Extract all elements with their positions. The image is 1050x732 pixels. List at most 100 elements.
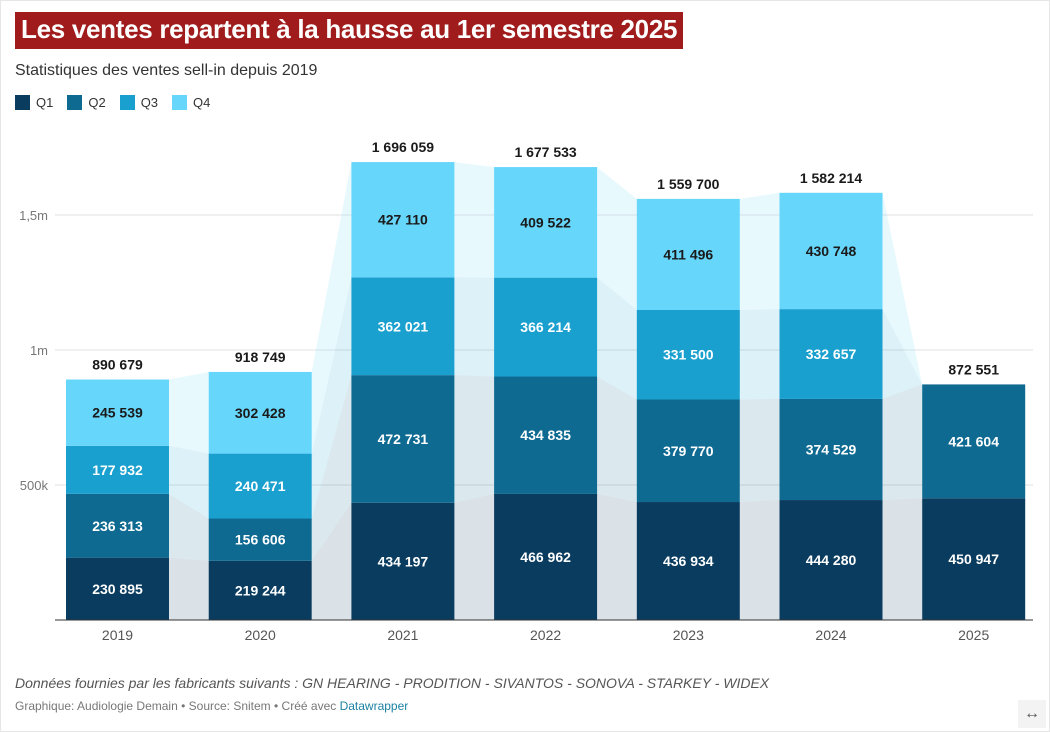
- connector-band: [882, 498, 923, 620]
- bar-segment: [351, 502, 455, 620]
- bar-segment: [208, 453, 312, 519]
- bar-segment: [494, 167, 598, 278]
- bar-segment: [636, 399, 740, 503]
- connector-band: [454, 162, 495, 278]
- legend-swatch-q1: [15, 95, 30, 110]
- datawrapper-link[interactable]: Datawrapper: [339, 699, 409, 713]
- bar-value-label: 430 748: [806, 243, 857, 259]
- legend-item-q2: Q2: [67, 95, 106, 110]
- bar-segment: [208, 371, 312, 454]
- bar-segment: [779, 398, 883, 501]
- connector-band: [169, 493, 209, 561]
- legend-label-q1: Q1: [36, 95, 54, 110]
- bar-segment: [636, 502, 740, 620]
- bar-segment: [66, 557, 169, 620]
- bar-segment: [351, 162, 455, 278]
- y-tick-label: 1m: [30, 343, 48, 358]
- connector-band: [597, 277, 637, 400]
- y-tick-label: 1,5m: [19, 208, 48, 223]
- bar-value-label: 302 428: [235, 405, 286, 421]
- bar-value-label: 332 657: [806, 346, 857, 362]
- bar-value-label: 219 244: [235, 582, 286, 598]
- connector-band: [169, 557, 209, 620]
- x-tick-label: 2025: [958, 627, 989, 643]
- connector-band: [311, 375, 352, 561]
- bar-segment: [779, 309, 883, 399]
- legend-swatch-q3: [119, 95, 135, 110]
- bar-value-label: 374 529: [806, 441, 857, 457]
- bar-segment: [66, 445, 169, 494]
- x-tick-label: 2023: [673, 627, 704, 643]
- legend: Q1 Q2 Q3 Q4: [15, 95, 210, 110]
- bar-segment: [351, 375, 455, 503]
- bar-value-label: 245 539: [92, 405, 143, 421]
- bar-segment: [779, 500, 883, 620]
- connector-band: [739, 398, 780, 503]
- expand-icon[interactable]: ↔: [1018, 700, 1046, 728]
- bar-segment: [494, 277, 598, 377]
- bar-value-label: 444 280: [806, 552, 857, 568]
- bar-value-label: 411 496: [663, 246, 713, 262]
- bar-total-label: 872 551: [948, 361, 999, 377]
- bar-segment: [494, 493, 598, 620]
- page-title: Les ventes repartent à la hausse au 1er …: [21, 14, 678, 44]
- bar-value-label: 434 197: [378, 553, 429, 569]
- bar-total-label: 1 582 214: [800, 170, 862, 186]
- bar-segment: [636, 309, 740, 400]
- x-tick-label: 2024: [815, 627, 846, 643]
- bar-segment: [779, 192, 883, 310]
- page-subtitle: Statistiques des ventes sell-in depuis 2…: [15, 62, 318, 79]
- bar-segment: [351, 277, 455, 376]
- connector-band: [169, 371, 209, 454]
- legend-swatch-q2: [67, 95, 83, 110]
- bar-value-label: 427 110: [378, 212, 428, 228]
- bar-segment: [922, 498, 1026, 620]
- connector-band: [597, 493, 637, 620]
- bar-value-label: 434 835: [520, 427, 571, 443]
- connector-band: [454, 493, 495, 620]
- bar-value-label: 366 214: [520, 319, 571, 335]
- connector-band: [739, 192, 780, 310]
- y-tick-label: 500k: [20, 478, 49, 493]
- bar-value-label: 236 313: [92, 518, 143, 534]
- bar-segment: [494, 376, 598, 494]
- x-tick-label: 2019: [102, 627, 133, 643]
- connector-band: [311, 162, 352, 454]
- title-banner: Les ventes repartent à la hausse au 1er …: [15, 12, 684, 49]
- connector-band: [597, 376, 637, 503]
- bar-value-label: 156 606: [235, 532, 286, 548]
- bar-value-label: 472 731: [378, 431, 429, 447]
- bar-value-label: 240 471: [235, 478, 286, 494]
- connector-band: [597, 167, 637, 310]
- bar-value-label: 466 962: [520, 549, 571, 565]
- bar-segment: [208, 518, 312, 561]
- legend-item-q3: Q3: [119, 95, 159, 110]
- bar-segment: [208, 560, 312, 620]
- stacked-bar-chart: 500k 1m 1,5m 230 895 236 313 177 932 245 539 89…: [19, 139, 1033, 643]
- legend-label-q3: Q3: [140, 95, 159, 110]
- bar-total-label: 890 679: [92, 357, 143, 373]
- legend-item-q1: Q1: [15, 95, 53, 110]
- connector-band: [311, 277, 352, 519]
- bar-segment: [66, 379, 169, 446]
- x-tick-label: 2021: [387, 627, 418, 643]
- legend-item-q4: Q4: [172, 95, 210, 110]
- legend-label-q2: Q2: [88, 95, 106, 110]
- credits-text: Graphique: Audiologie Demain • Source: S…: [15, 699, 340, 713]
- bar-total-label: 918 749: [235, 349, 286, 365]
- bar-value-label: 230 895: [92, 581, 143, 597]
- connector-band: [169, 445, 209, 519]
- bar-total-label: 1 696 059: [372, 139, 434, 155]
- bar-value-label: 450 947: [948, 551, 999, 567]
- bar-value-label: 409 522: [520, 214, 571, 230]
- legend-swatch-q4: [172, 95, 188, 110]
- bar-value-label: 379 770: [663, 443, 714, 459]
- bar-total-label: 1 677 533: [514, 144, 576, 160]
- bar-segment: [922, 384, 1026, 499]
- connector-band: [311, 502, 352, 620]
- bar-segment: [66, 493, 169, 558]
- connector-band: [454, 277, 495, 377]
- connector-band: [454, 375, 495, 503]
- legend-label-q4: Q4: [193, 95, 211, 110]
- connector-band: [739, 309, 780, 400]
